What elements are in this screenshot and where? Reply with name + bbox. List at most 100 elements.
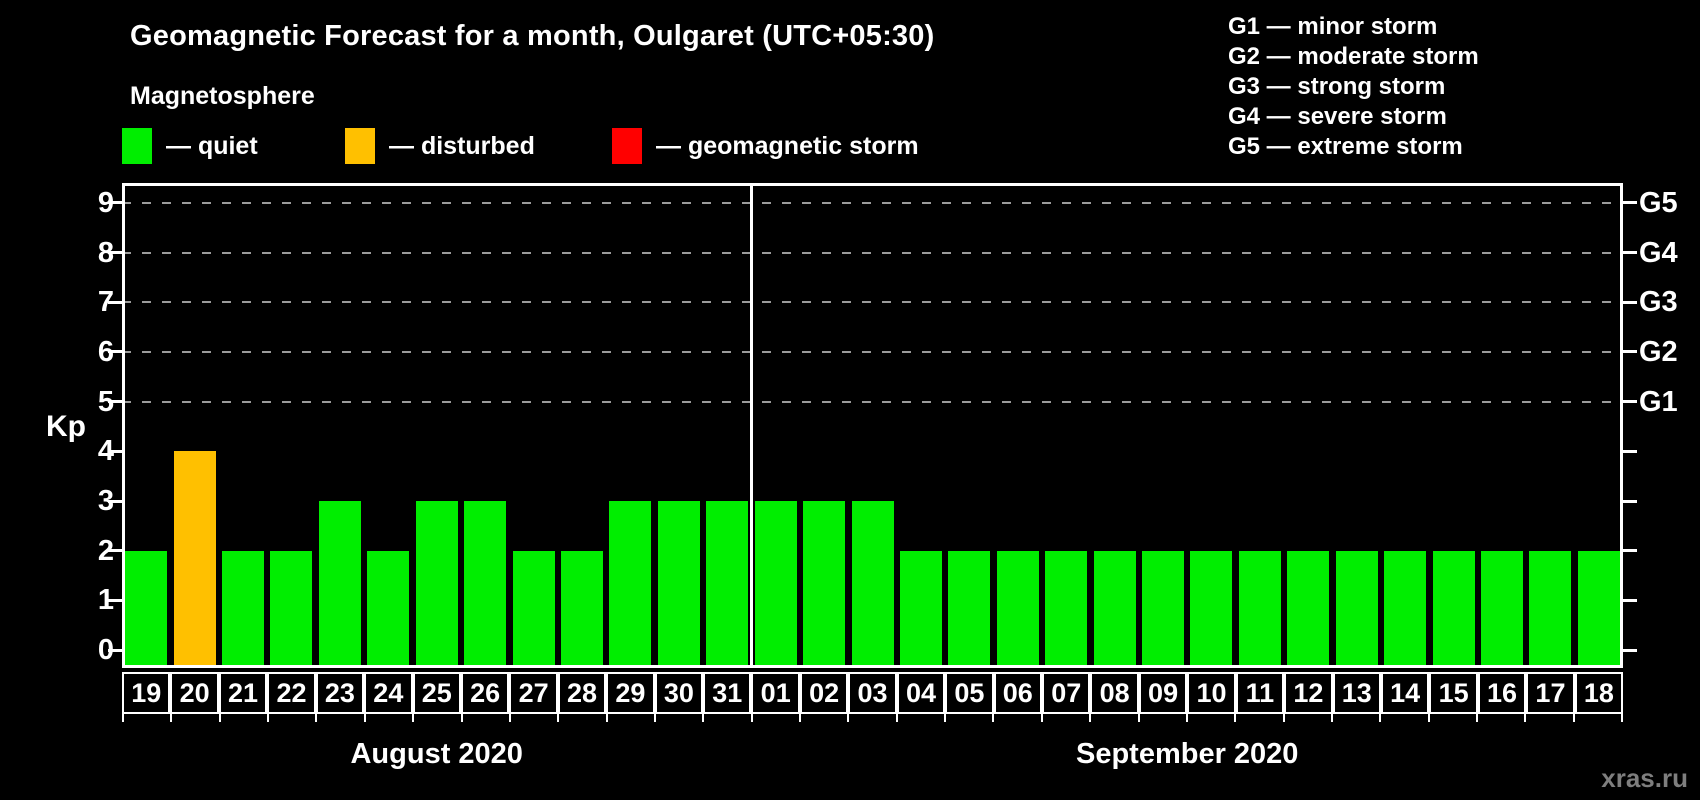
day-label: 06 [993,672,1043,714]
y-tick-label: 0 [97,634,114,667]
x-axis-tick-row [122,714,1624,722]
day-boundary-tick [653,714,702,722]
day-boundary-tick [605,714,654,722]
day-boundary-tick [702,714,750,722]
y-tick-label: 6 [97,335,114,368]
day-boundary-tick [944,714,992,722]
y-tick-left [108,598,122,602]
day-boundary-tick [122,714,170,722]
y-tick-left [108,400,122,404]
kp-bar-day-24 [367,550,410,668]
day-label: 14 [1380,672,1430,714]
day-label: 02 [799,672,849,714]
y-tick-left [108,499,122,503]
y-tick-label: 7 [97,286,114,319]
y-tick-label: 4 [97,435,114,468]
day-boundary-tick [267,714,315,722]
plot-border-top [122,183,1623,186]
day-label: 18 [1574,672,1624,714]
day-boundary-tick [557,714,605,722]
kp-bar-day-29 [609,501,652,668]
y-tick-left [108,549,122,553]
y-tick-label: 8 [97,236,114,269]
day-boundary-tick [1330,714,1379,722]
kp-bar-day-03 [851,501,894,668]
legend-item-label: — disturbed [389,131,535,160]
kp-bar-day-25 [415,501,458,668]
y-tick-right [1623,549,1637,553]
plot-border-right [1620,183,1623,668]
y-tick-label: 1 [97,584,114,617]
plot-border-bottom [122,665,1623,668]
gridline-kp5 [122,400,1623,403]
day-label: 16 [1477,672,1527,714]
y-tick-label: 9 [97,186,114,219]
day-label: 27 [509,672,558,714]
legend-item-label: — geomagnetic storm [656,131,919,160]
y-tick-right [1623,648,1637,652]
g-scale-legend-item: G5 — extreme storm [1228,133,1463,160]
y-tick-right [1623,449,1637,453]
watermark: xras.ru [1601,763,1688,793]
y-tick-left [108,350,122,354]
day-boundary-tick [1427,714,1476,722]
kp-bar-day-23 [318,501,361,668]
y-tick-left [108,449,122,453]
day-boundary-tick [1282,714,1331,722]
y-tick-label: 5 [97,385,114,418]
kp-bar-day-22 [270,550,313,668]
day-label: 04 [896,672,946,714]
g-scale-legend-item: G3 — strong storm [1228,73,1446,100]
y-tick-right [1623,400,1637,404]
day-boundary-tick [1040,714,1089,722]
day-boundary-tick [1185,714,1234,722]
day-boundary-tick [363,714,412,722]
day-label: 03 [848,672,897,714]
day-label: 25 [412,672,461,714]
y-tick-label: 2 [97,534,114,567]
kp-bar-day-27 [512,550,555,668]
day-label: 29 [606,672,655,714]
day-label: 09 [1138,672,1188,714]
day-label: 15 [1429,672,1478,714]
x-axis-day-labels: 19 20 21 22 23 24 25 26 27 28 29 30 31 01 02 03 04 05 06 07… [122,672,1624,714]
day-label: 28 [557,672,607,714]
day-label: 10 [1187,672,1236,714]
y-tick-right [1623,300,1637,304]
plot-border-left [122,183,125,668]
day-boundary-tick [315,714,363,722]
y-axis-label: Kp [46,410,86,443]
day-label: 11 [1235,672,1285,714]
day-label: 31 [703,672,752,714]
kp-bar-day-26 [464,501,507,668]
day-boundary-tick [460,714,509,722]
day-label: 24 [364,672,413,714]
day-boundary-tick [847,714,895,722]
gridline-kp9 [122,201,1623,204]
g-scale-legend: G1 — minor storm G2 — moderate storm G3 — … [1228,12,1479,162]
g-scale-legend-item: G4 — severe storm [1228,103,1447,130]
g-scale-legend-item: G1 — minor storm [1228,13,1438,40]
chart-title: Geomagnetic Forecast for a month, Oulgar… [130,20,935,52]
day-label: 01 [751,672,800,714]
y-tick-right [1623,499,1637,503]
day-boundary-tick [508,714,557,722]
day-boundary-tick [1572,714,1624,722]
kp-bar-day-14 [1384,550,1427,668]
day-boundary-tick [799,714,847,722]
kp-bar-day-15 [1432,550,1475,668]
day-label: 13 [1332,672,1381,714]
day-boundary-tick [1379,714,1427,722]
legend-item-label: — quiet [166,131,258,160]
legend-item-storm: — geomagnetic storm [612,128,919,164]
kp-bar-day-11 [1238,550,1281,668]
y-tick-right [1623,598,1637,602]
gridline-kp8 [122,251,1623,254]
gridline-kp6 [122,350,1623,353]
y-tick-left [108,201,122,205]
kp-bar-day-31 [706,501,749,668]
kp-bar-day-30 [657,501,700,668]
day-boundary-tick [750,714,799,722]
day-label: 22 [267,672,316,714]
